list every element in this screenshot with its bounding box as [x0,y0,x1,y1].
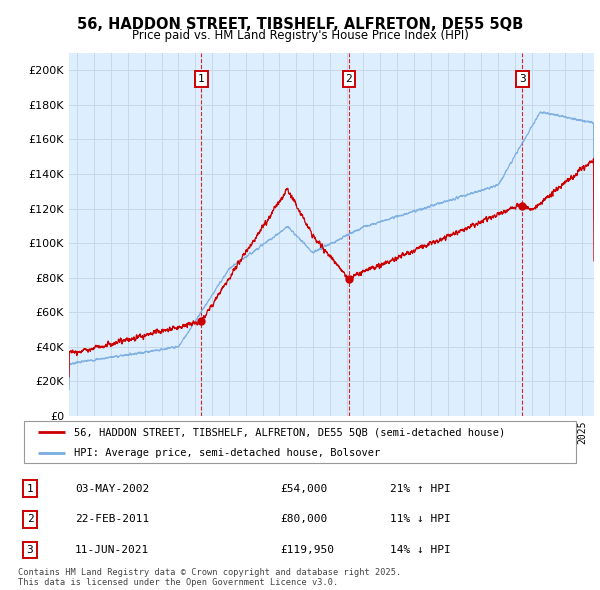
Text: 56, HADDON STREET, TIBSHELF, ALFRETON, DE55 5QB (semi-detached house): 56, HADDON STREET, TIBSHELF, ALFRETON, D… [74,427,505,437]
Text: Contains HM Land Registry data © Crown copyright and database right 2025.
This d: Contains HM Land Registry data © Crown c… [18,568,401,587]
Text: 03-MAY-2002: 03-MAY-2002 [75,484,149,493]
Text: 14% ↓ HPI: 14% ↓ HPI [390,545,451,555]
Text: 11-JUN-2021: 11-JUN-2021 [75,545,149,555]
Text: £80,000: £80,000 [280,514,327,524]
Text: 1: 1 [26,484,34,493]
Text: 11% ↓ HPI: 11% ↓ HPI [390,514,451,524]
Text: 22-FEB-2011: 22-FEB-2011 [75,514,149,524]
Text: 56, HADDON STREET, TIBSHELF, ALFRETON, DE55 5QB: 56, HADDON STREET, TIBSHELF, ALFRETON, D… [77,17,523,31]
Text: 21% ↑ HPI: 21% ↑ HPI [390,484,451,493]
Text: 3: 3 [26,545,34,555]
Text: Price paid vs. HM Land Registry's House Price Index (HPI): Price paid vs. HM Land Registry's House … [131,30,469,42]
Text: 2: 2 [346,74,352,84]
Text: 1: 1 [198,74,205,84]
Text: 3: 3 [519,74,526,84]
FancyBboxPatch shape [24,421,576,463]
Text: £54,000: £54,000 [280,484,327,493]
Text: HPI: Average price, semi-detached house, Bolsover: HPI: Average price, semi-detached house,… [74,448,380,457]
Text: £119,950: £119,950 [280,545,334,555]
Text: 2: 2 [26,514,34,524]
